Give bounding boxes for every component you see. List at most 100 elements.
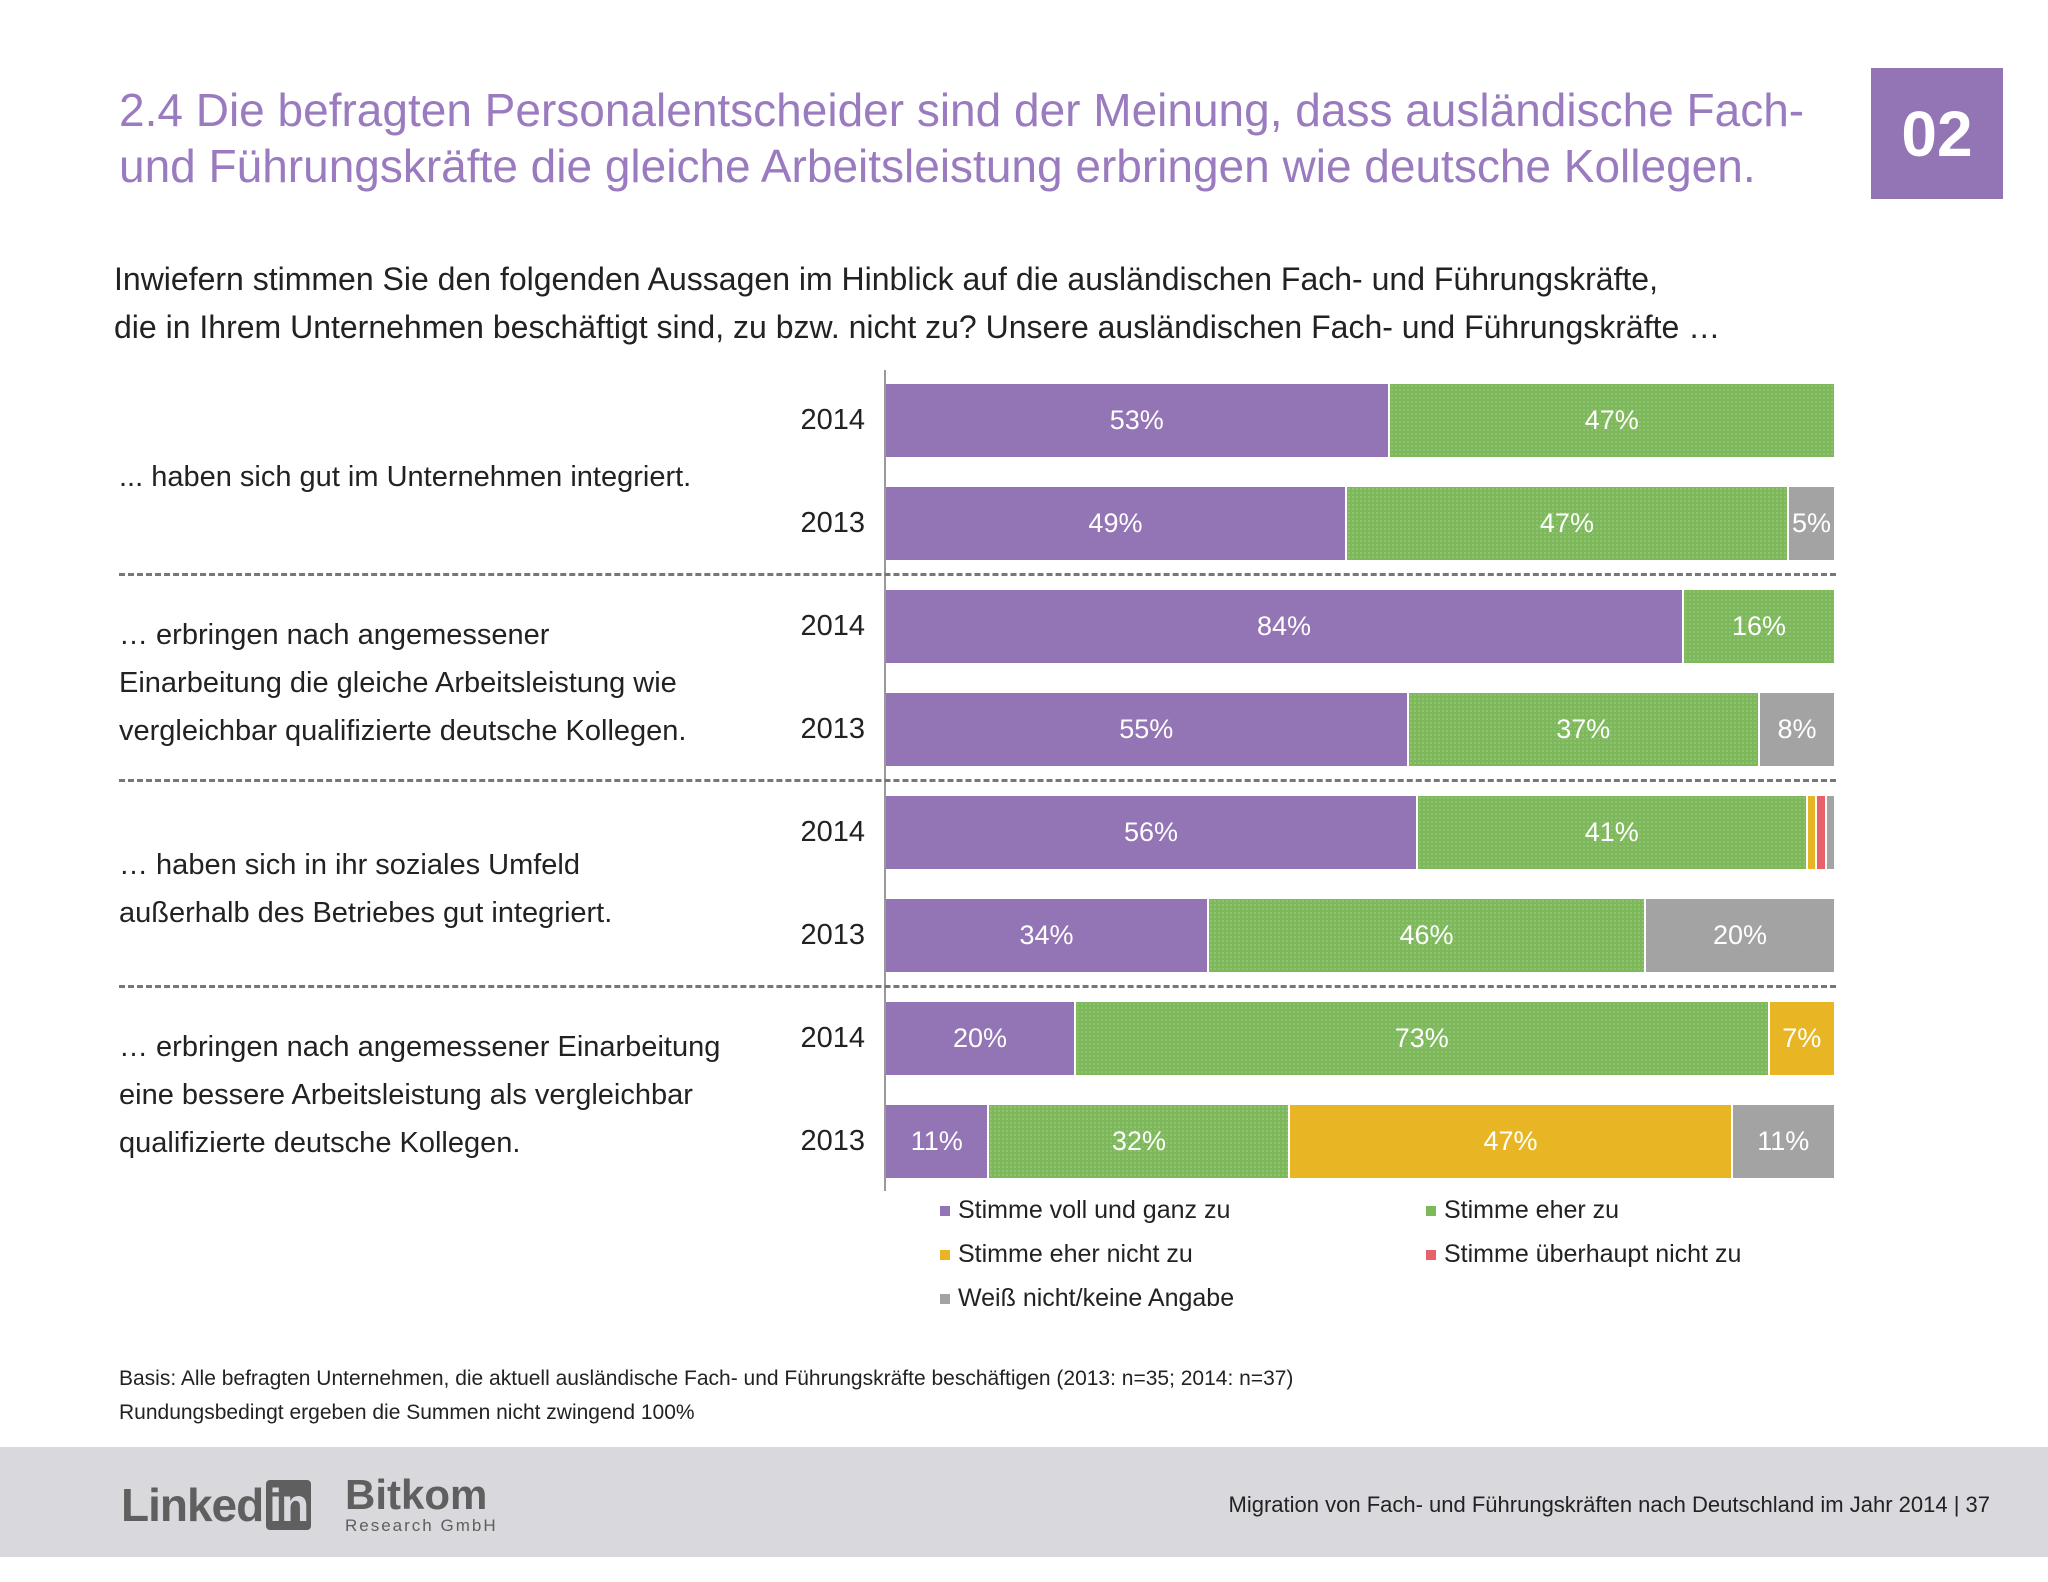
data-label: 41% xyxy=(1584,817,1639,847)
data-label: 11% xyxy=(910,1126,963,1156)
year-label: 2013 xyxy=(800,713,865,745)
bar-segment-weiss-nicht: 8% xyxy=(1760,693,1836,766)
statement-line: außerhalb des Betriebes gut integriert. xyxy=(119,897,613,929)
legend-item-ueberhaupt-nicht: Stimme überhaupt nicht zu xyxy=(1426,1240,1741,1269)
bar-segment-weiss-nicht: 11% xyxy=(1732,1105,1836,1178)
year-label: 2014 xyxy=(800,816,865,848)
bar-segment-eher: 16% xyxy=(1684,590,1836,663)
data-label: 56% xyxy=(1123,817,1179,847)
year-label: 2013 xyxy=(800,507,865,539)
data-label: 32% xyxy=(1111,1126,1166,1156)
legend-swatch xyxy=(940,1293,950,1304)
legend-item-weiss-nicht: Weiß nicht/keine Angabe xyxy=(940,1284,1234,1313)
data-label: 47% xyxy=(1539,508,1594,538)
bar-segment-weiss-nicht xyxy=(1826,796,1836,869)
statement-label: ... haben sich gut im Unternehmen integr… xyxy=(119,453,779,501)
statement-line: … haben sich in ihr soziales Umfeld xyxy=(119,849,580,881)
statement-line: eine bessere Arbeitsleistung als verglei… xyxy=(119,1079,693,1111)
bar-segment-voll: 55% xyxy=(886,693,1409,766)
bar-row: 55% 37% 8% xyxy=(886,693,1836,766)
legend-label: Stimme eher nicht zu xyxy=(958,1240,1193,1268)
statement-label: … haben sich in ihr soziales Umfeld außer… xyxy=(119,841,779,937)
bar-segment-voll: 11% xyxy=(886,1105,990,1178)
data-label: 47% xyxy=(1584,405,1639,435)
bar-segment-weiss-nicht: 20% xyxy=(1646,899,1836,972)
statement-line: ... haben sich gut im Unternehmen integr… xyxy=(119,461,692,493)
bar-segment-eher-nicht xyxy=(1807,796,1817,869)
bar-segment-eher: 37% xyxy=(1408,693,1760,766)
footnote-rounding: Rundungsbedingt ergeben die Summen nicht… xyxy=(119,1401,695,1424)
bar-row: 49% 47% 5% xyxy=(886,487,1836,560)
data-label: 46% xyxy=(1399,920,1454,950)
bar-row: 56% 41% xyxy=(886,796,1836,869)
title-line-1: 2.4 Die befragten Personalentscheider si… xyxy=(119,84,1805,136)
year-label: 2014 xyxy=(800,404,865,436)
data-label: 37% xyxy=(1556,714,1611,744)
title-line-2: und Führungskräfte die gleiche Arbeitsle… xyxy=(119,140,1756,192)
question-line-2: die in Ihrem Unternehmen beschäftigt sin… xyxy=(114,309,1721,345)
statement-line: Einarbeitung die gleiche Arbeitsleistung… xyxy=(119,667,677,699)
bar-segment-voll: 49% xyxy=(886,487,1347,560)
footer-text: Migration von Fach- und Führungskräften … xyxy=(1228,1492,1990,1517)
legend-swatch xyxy=(940,1249,950,1260)
legend-label: Stimme voll und ganz zu xyxy=(958,1196,1231,1224)
bar-segment-eher: 32% xyxy=(989,1105,1291,1178)
bar-segment-eher: 47% xyxy=(1346,487,1789,560)
data-label: 47% xyxy=(1483,1126,1538,1156)
data-label: 49% xyxy=(1088,508,1143,538)
data-label: 20% xyxy=(1712,920,1768,950)
footnote-basis: Basis: Alle befragten Unternehmen, die a… xyxy=(119,1367,1294,1390)
bar-row: 84% 16% xyxy=(886,590,1836,663)
survey-question: Inwiefern stimmen Sie den folgenden Auss… xyxy=(114,255,1914,351)
data-label: 55% xyxy=(1119,714,1174,744)
bar-segment-voll: 84% xyxy=(886,590,1684,663)
bar-row: 20% 73% 7% xyxy=(886,1002,1836,1075)
bar-segment-voll: 20% xyxy=(886,1002,1076,1075)
data-label: 84% xyxy=(1256,611,1312,641)
data-label: 8% xyxy=(1777,714,1817,744)
data-label: 5% xyxy=(1791,508,1831,538)
data-label: 7% xyxy=(1782,1023,1822,1053)
legend-label: Weiß nicht/keine Angabe xyxy=(958,1284,1235,1312)
data-label: 73% xyxy=(1394,1023,1449,1053)
bar-segment-eher-nicht: 7% xyxy=(1769,1002,1836,1075)
legend-swatch xyxy=(1426,1249,1436,1260)
group-divider xyxy=(119,779,1836,782)
bar-segment-ueberhaupt-nicht xyxy=(1817,796,1827,869)
chapter-badge: 02 xyxy=(1871,68,2003,199)
data-label: 16% xyxy=(1731,611,1787,641)
data-label: 34% xyxy=(1019,920,1074,950)
legend-item-voll: Stimme voll und ganz zu xyxy=(940,1196,1230,1225)
statement-line: vergleichbar qualifizierte deutsche Koll… xyxy=(119,715,687,747)
year-label: 2013 xyxy=(800,919,865,951)
bar-segment-eher: 47% xyxy=(1389,384,1836,457)
statement-line: … erbringen nach angemessener Einarbeitu… xyxy=(119,1031,721,1063)
legend-swatch xyxy=(1426,1205,1436,1216)
year-label: 2014 xyxy=(800,1022,865,1054)
linkedin-logo: Linked in xyxy=(121,1478,312,1532)
page-title: 2.4 Die befragten Personalentscheider si… xyxy=(119,82,1819,194)
question-line-1: Inwiefern stimmen Sie den folgenden Auss… xyxy=(114,261,1658,297)
bar-segment-weiss-nicht: 5% xyxy=(1788,487,1836,560)
bar-segment-voll: 34% xyxy=(886,899,1209,972)
footer-band xyxy=(0,1447,2048,1557)
statement-label: … erbringen nach angemessener Einarbeitu… xyxy=(119,1023,779,1167)
bar-row: 53% 47% xyxy=(886,384,1836,457)
year-label: 2013 xyxy=(800,1125,865,1157)
legend-swatch xyxy=(940,1205,950,1216)
legend-label: Stimme überhaupt nicht zu xyxy=(1444,1240,1742,1268)
legend-label: Stimme eher zu xyxy=(1444,1196,1620,1224)
bar-segment-eher-nicht: 47% xyxy=(1290,1105,1733,1178)
bar-row: 34% 46% 20% xyxy=(886,899,1836,972)
statement-label: … erbringen nach angemessener Einarbeitun… xyxy=(119,611,779,755)
bar-segment-eher: 73% xyxy=(1076,1002,1770,1075)
statement-line: qualifizierte deutsche Kollegen. xyxy=(119,1127,521,1159)
data-label: 53% xyxy=(1109,405,1164,435)
bar-segment-eher: 41% xyxy=(1418,796,1808,869)
group-divider xyxy=(119,573,1836,576)
group-divider xyxy=(119,985,1836,988)
bar-segment-eher: 46% xyxy=(1209,899,1646,972)
bar-segment-voll: 56% xyxy=(886,796,1418,869)
data-label: 11% xyxy=(1757,1126,1810,1156)
statement-line: … erbringen nach angemessener xyxy=(119,619,550,651)
